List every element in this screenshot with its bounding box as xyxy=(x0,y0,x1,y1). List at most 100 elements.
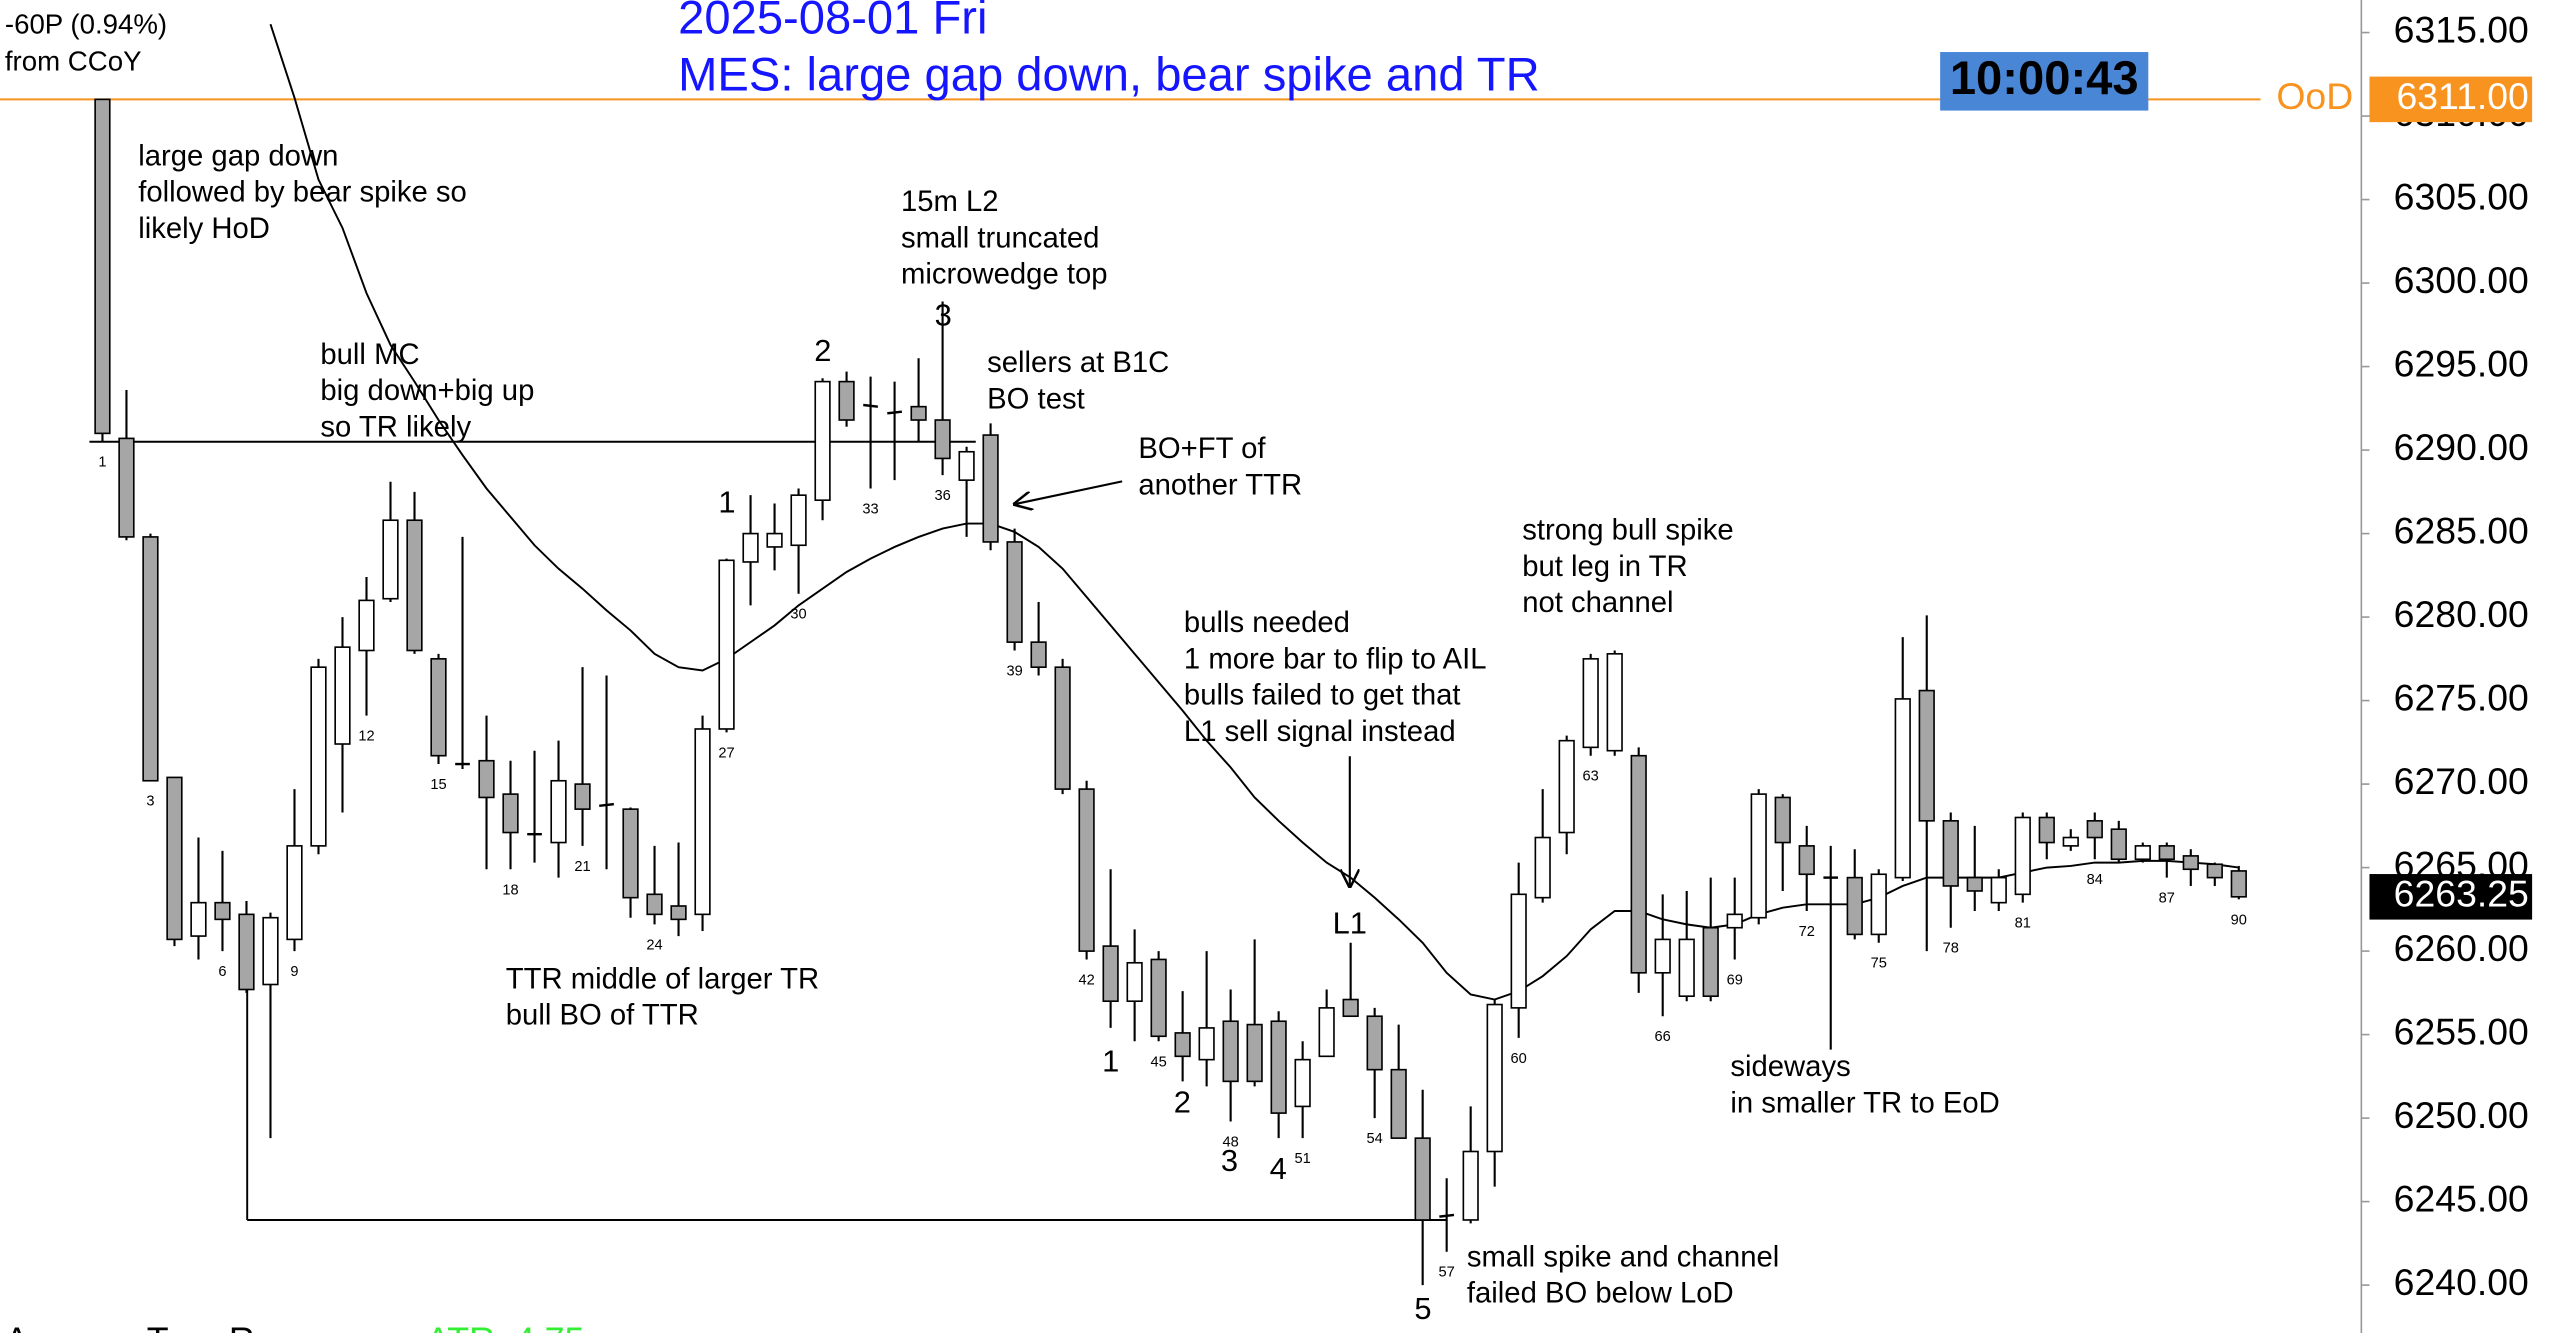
bar-number: 21 xyxy=(574,859,590,875)
bar-number: 84 xyxy=(2087,872,2103,888)
candle-body xyxy=(1366,1015,1383,1071)
bar-number: 15 xyxy=(430,777,446,793)
annotation: sellers at B1C xyxy=(987,347,1169,379)
candle-body xyxy=(790,494,807,547)
swing-label: 3 xyxy=(1221,1143,1238,1178)
bar-number: 51 xyxy=(1295,1151,1311,1167)
candle-body xyxy=(2110,828,2127,861)
candle-body xyxy=(2086,820,2103,839)
candle-body xyxy=(478,759,495,799)
bar-number: 48 xyxy=(1222,1134,1238,1150)
bar-number: 6 xyxy=(218,964,226,980)
bar-number: 9 xyxy=(290,964,298,980)
bar-number: 18 xyxy=(502,882,518,898)
bar-number: 42 xyxy=(1078,972,1094,988)
bar-number: 57 xyxy=(1439,1265,1455,1281)
annotation: small spike and channel xyxy=(1467,1241,1779,1273)
annotation: bull BO of TTR xyxy=(506,1000,699,1032)
candle-body xyxy=(142,536,159,782)
y-tick-label: 6295.00 xyxy=(2394,342,2529,384)
last-price-label: 6263.25 xyxy=(2394,873,2529,915)
candle-body xyxy=(166,776,183,941)
bar-number: 60 xyxy=(1511,1051,1527,1067)
annotation: 1 more bar to flip to AIL xyxy=(1184,643,1487,675)
candle-body xyxy=(1750,793,1767,919)
candle-body xyxy=(1942,820,1959,887)
candle-body xyxy=(262,916,279,986)
footer-text: ATR: 4.75 xyxy=(426,1321,584,1333)
candle-body xyxy=(766,532,783,548)
time-label: 10:00:43 xyxy=(1950,51,2139,104)
candle-body xyxy=(430,658,447,757)
candle-body xyxy=(1990,876,2007,904)
candle-body xyxy=(958,450,975,481)
annotation: L1 sell signal instead xyxy=(1184,716,1456,748)
y-tick-label: 6290.00 xyxy=(2394,426,2529,468)
candle-body xyxy=(574,783,591,810)
y-tick-label: 6270.00 xyxy=(2394,760,2529,802)
ood-box xyxy=(2369,76,2533,123)
candle-body xyxy=(94,98,111,435)
candle-body xyxy=(382,519,399,600)
bar-number: 24 xyxy=(646,937,662,953)
candle-body xyxy=(502,793,519,834)
candle-body xyxy=(358,599,375,652)
bar-number: 87 xyxy=(2159,891,2175,907)
y-tick-label: 6305.00 xyxy=(2394,175,2529,217)
candle-body xyxy=(1030,641,1047,668)
annotation: big down+big up xyxy=(320,375,534,407)
bar-number: 90 xyxy=(2231,912,2247,928)
candle-body xyxy=(622,808,639,899)
candle-body xyxy=(1774,796,1791,844)
y-tick-label: 6240.00 xyxy=(2394,1261,2529,1303)
candle-body xyxy=(238,913,255,991)
candle-body xyxy=(1510,893,1527,1009)
candle-body xyxy=(1150,958,1167,1038)
annotation: BO+FT of xyxy=(1138,433,1266,465)
candle-body xyxy=(814,380,831,501)
y-tick-label: 6250.00 xyxy=(2394,1094,2529,1136)
candle-body xyxy=(1630,754,1647,974)
annotation: in smaller TR to EoD xyxy=(1730,1087,1999,1119)
candle-body xyxy=(214,901,231,921)
annotation: small truncated xyxy=(901,222,1099,254)
candle-body xyxy=(1846,876,1863,936)
candle-body xyxy=(1582,658,1599,749)
candle-body xyxy=(694,728,711,916)
annotation: bull MC xyxy=(320,339,419,371)
bar-number: 54 xyxy=(1367,1131,1383,1147)
ema-line xyxy=(269,23,2239,1001)
candle-body xyxy=(1054,666,1071,790)
annotation: sideways xyxy=(1730,1051,1850,1083)
candle-body xyxy=(718,559,735,730)
candle-body xyxy=(670,905,687,921)
swing-label: 1 xyxy=(1102,1044,1119,1079)
bar-number: 12 xyxy=(358,729,374,745)
annotation: so TR likely xyxy=(320,411,471,443)
annotation: bulls failed to get that xyxy=(1184,680,1461,712)
candle-body xyxy=(1486,1003,1503,1153)
candle-body xyxy=(1198,1027,1215,1061)
gap-label: from CCoY xyxy=(5,46,142,77)
annotation: 15m L2 xyxy=(901,186,999,218)
candle-body xyxy=(646,893,663,916)
candle-body xyxy=(1654,938,1671,974)
candle-body xyxy=(1246,1023,1263,1083)
bar-number: 45 xyxy=(1150,1054,1166,1070)
annotation: not channel xyxy=(1522,587,1673,619)
bar-number: 33 xyxy=(862,501,878,517)
y-tick-label: 6260.00 xyxy=(2394,927,2529,969)
gap-label: -60P (0.94%) xyxy=(5,8,167,39)
bar-number: 1 xyxy=(98,455,106,471)
chart-subtitle: MES: large gap down, bear spike and TR xyxy=(678,48,1540,101)
candle-body xyxy=(190,901,207,937)
annotation: failed BO below LoD xyxy=(1467,1278,1734,1310)
annotation: but leg in TR xyxy=(1522,551,1687,583)
swing-label: 2 xyxy=(1174,1084,1191,1119)
y-tick-label: 6275.00 xyxy=(2394,676,2529,718)
candle-body xyxy=(599,802,614,808)
bar-number: 30 xyxy=(790,607,806,623)
